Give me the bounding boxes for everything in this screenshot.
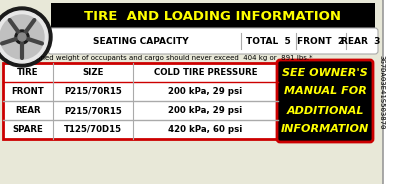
Text: SPARE: SPARE <box>13 125 43 134</box>
Text: TIRE: TIRE <box>17 68 39 77</box>
Text: T125/70D15: T125/70D15 <box>64 125 122 134</box>
Text: FRONT  2: FRONT 2 <box>297 36 345 45</box>
Text: 420 kPa, 60 psi: 420 kPa, 60 psi <box>168 125 243 134</box>
Text: 200 kPa, 29 psi: 200 kPa, 29 psi <box>168 87 243 96</box>
Text: 200 kPa, 29 psi: 200 kPa, 29 psi <box>168 106 243 115</box>
Text: TOTAL  5: TOTAL 5 <box>246 36 291 45</box>
Circle shape <box>0 11 48 63</box>
Text: The combined weight of occupants and cargo should never exceed  404 kg or  891 l: The combined weight of occupants and car… <box>4 55 312 61</box>
Text: COLD TIRE PRESSURE: COLD TIRE PRESSURE <box>154 68 257 77</box>
Text: TIRE  AND LOADING INFORMATION: TIRE AND LOADING INFORMATION <box>85 10 342 23</box>
Text: ADDITIONAL: ADDITIONAL <box>286 105 364 116</box>
Text: MANUAL FOR: MANUAL FOR <box>284 86 366 96</box>
Bar <box>51 3 375 30</box>
Circle shape <box>18 33 26 41</box>
Circle shape <box>15 30 29 44</box>
Text: FRONT: FRONT <box>12 87 44 96</box>
Text: REAR: REAR <box>15 106 41 115</box>
Text: SEATING CAPACITY: SEATING CAPACITY <box>93 36 189 45</box>
Text: P215/70R15: P215/70R15 <box>64 106 122 115</box>
Text: INFORMATION: INFORMATION <box>281 125 369 135</box>
Text: SIZE: SIZE <box>82 68 104 77</box>
Text: P215/70R15: P215/70R15 <box>64 87 122 96</box>
FancyBboxPatch shape <box>277 60 373 142</box>
Text: SEE OWNER'S: SEE OWNER'S <box>282 68 368 77</box>
FancyBboxPatch shape <box>0 0 383 184</box>
Text: 3G7DA03E41S503870: 3G7DA03E41S503870 <box>378 55 384 129</box>
FancyBboxPatch shape <box>48 28 378 54</box>
Bar <box>3 63 278 139</box>
Circle shape <box>0 15 44 59</box>
Text: REAR  3: REAR 3 <box>341 36 380 45</box>
Circle shape <box>0 7 52 67</box>
